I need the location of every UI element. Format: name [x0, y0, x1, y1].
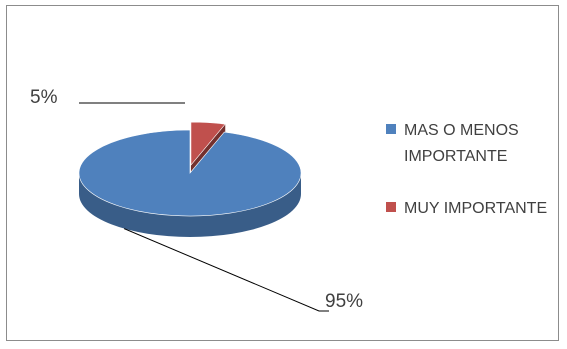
data-label-1: 5%	[30, 87, 58, 108]
legend-label: MAS O MENOS IMPORTANTE	[404, 122, 519, 165]
legend-item-muy-importante: MUY IMPORTANTE	[386, 196, 554, 222]
data-label-0: 95%	[325, 291, 363, 312]
legend-swatch-blue	[386, 124, 396, 134]
legend-swatch-red	[386, 202, 396, 212]
pie-slice-0	[78, 129, 302, 217]
pie-chart: 95% 5%	[30, 87, 363, 312]
pie-slice-side-0	[79, 173, 301, 237]
leader-line-0	[123, 228, 329, 312]
legend-label: MUY IMPORTANTE	[404, 200, 548, 217]
chart-frame: 95% 5% MAS O MENOS IMPORTANTE MUY IMPORTA…	[6, 5, 559, 341]
legend-item-mas-o-menos-importante: MAS O MENOS IMPORTANTE	[386, 118, 554, 170]
pie-slice-1	[190, 121, 226, 166]
